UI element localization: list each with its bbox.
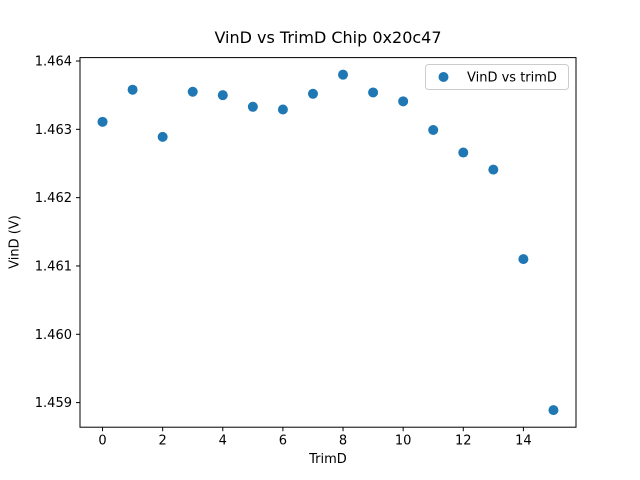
data-point: [368, 87, 379, 98]
legend-box: [425, 64, 569, 90]
y-tick-label: 1.464: [35, 55, 72, 70]
x-tick-label: 2: [159, 434, 167, 449]
x-tick-label: 10: [395, 434, 412, 449]
y-tick-label: 1.462: [35, 191, 72, 206]
axes-frame: [79, 57, 577, 428]
data-point: [187, 86, 198, 97]
x-tick-label: 12: [455, 434, 472, 449]
data-point: [518, 254, 529, 265]
data-point: [97, 116, 108, 127]
y-tick-label: 1.463: [35, 123, 72, 138]
data-point: [247, 101, 258, 112]
data-point: [157, 131, 168, 142]
x-tick-label: 14: [515, 434, 532, 449]
data-point: [428, 125, 439, 136]
data-point: [338, 69, 349, 80]
x-tick-label: 0: [98, 434, 106, 449]
legend-label: VinD vs trimD: [467, 71, 557, 86]
data-point: [277, 104, 288, 115]
y-tick-label: 1.461: [35, 259, 72, 274]
data-point: [548, 405, 559, 416]
chart-title: VinD vs TrimD Chip 0x20c47: [214, 28, 442, 47]
data-point: [217, 90, 228, 101]
x-tick-label: 4: [219, 434, 227, 449]
data-point: [488, 164, 499, 175]
legend-marker-icon: [438, 72, 449, 82]
y-tick-label: 1.459: [35, 396, 72, 411]
y-tick-label: 1.460: [35, 328, 72, 343]
x-tick-label: 8: [339, 434, 347, 449]
data-point: [127, 84, 138, 95]
data-point: [307, 88, 318, 99]
x-axis-label: TrimD: [309, 452, 347, 467]
data-point: [398, 96, 409, 107]
data-point: [458, 147, 469, 158]
x-tick-label: 6: [279, 434, 287, 449]
